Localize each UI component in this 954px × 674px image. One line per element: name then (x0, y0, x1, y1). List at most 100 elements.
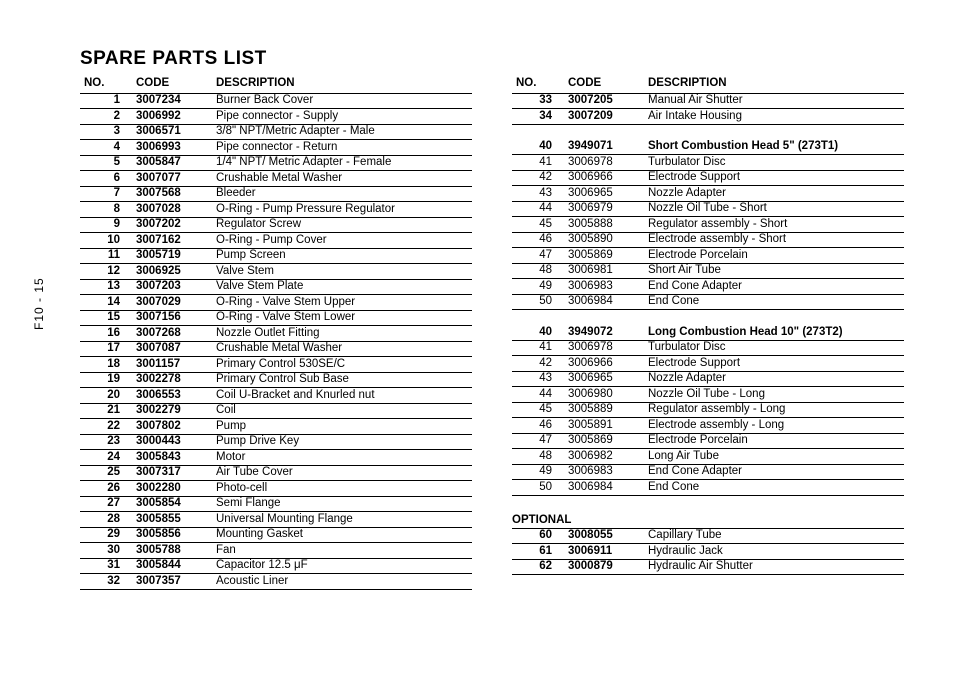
cell-desc: Universal Mounting Flange (212, 512, 472, 528)
cell-desc: Air Tube Cover (212, 465, 472, 481)
cell-no: 9 (80, 217, 132, 233)
gap-row (512, 310, 904, 326)
gap-row (512, 495, 904, 511)
cell-desc: Photo-cell (212, 481, 472, 497)
cell-desc: Pump Drive Key (212, 434, 472, 450)
cell-desc: Turbulator Disc (644, 340, 904, 356)
cell-code: 3005869 (564, 248, 644, 264)
cell-code: 3006978 (564, 155, 644, 171)
cell-no: 48 (512, 449, 564, 465)
cell-desc: Manual Air Shutter (644, 93, 904, 109)
cell-code: 3006553 (132, 388, 212, 404)
table-row: 503006984End Cone (512, 294, 904, 310)
table-row: 173007087Crushable Metal Washer (80, 341, 472, 357)
table-row: 623000879Hydraulic Air Shutter (512, 559, 904, 575)
cell-no: 8 (80, 202, 132, 218)
col-header-code: CODE (564, 76, 644, 93)
cell-desc: End Cone (644, 294, 904, 310)
cell-desc: Primary Control 530SE/C (212, 357, 472, 373)
cell-code: 3006992 (132, 109, 212, 125)
cell-desc: Electrode assembly - Long (644, 418, 904, 434)
cell-code: 3007234 (132, 93, 212, 109)
cell-code: 3000443 (132, 434, 212, 450)
table-row: 253007317Air Tube Cover (80, 465, 472, 481)
table-row: 463005890Electrode assembly - Short (512, 232, 904, 248)
table-row: 223007802Pump (80, 419, 472, 435)
cell-code: 3006984 (564, 294, 644, 310)
cell-no: 47 (512, 248, 564, 264)
table-row: 83007028O-Ring - Pump Pressure Regulator (80, 202, 472, 218)
cell-desc: Pump (212, 419, 472, 435)
cell-no: 45 (512, 217, 564, 233)
gap-row (512, 124, 904, 140)
table-row: 443006979Nozzle Oil Tube - Short (512, 201, 904, 217)
right-table: NO. CODE DESCRIPTION 333007205Manual Air… (512, 76, 904, 575)
cell-no: 2 (80, 109, 132, 125)
cell-code: 3005847 (132, 155, 212, 171)
cell-no: 31 (80, 558, 132, 574)
right-column: NO. CODE DESCRIPTION 333007205Manual Air… (512, 76, 904, 590)
cell-no: 60 (512, 528, 564, 544)
cell-no: 45 (512, 402, 564, 418)
cell-no: 19 (80, 372, 132, 388)
cell-code: 3007156 (132, 310, 212, 326)
cell-no: 46 (512, 418, 564, 434)
cell-desc: Coil (212, 403, 472, 419)
cell-desc: Bleeder (212, 186, 472, 202)
cell-code: 3002278 (132, 372, 212, 388)
cell-no: 21 (80, 403, 132, 419)
cell-code: 3005869 (564, 433, 644, 449)
cell-code: 3006965 (564, 186, 644, 202)
cell-desc: Electrode Porcelain (644, 248, 904, 264)
cell-code: 3005891 (564, 418, 644, 434)
cell-desc: Nozzle Adapter (644, 371, 904, 387)
table-row: 413006978Turbulator Disc (512, 155, 904, 171)
cell-code: 3007802 (132, 419, 212, 435)
table-row: 133007203Valve Stem Plate (80, 279, 472, 295)
cell-no: 14 (80, 295, 132, 311)
table-row: 243005843Motor (80, 450, 472, 466)
table-row: 503006984End Cone (512, 480, 904, 496)
table-row: 530058471/4" NPT/ Metric Adapter - Femal… (80, 155, 472, 171)
cell-no: 41 (512, 340, 564, 356)
cell-code: 3007268 (132, 326, 212, 342)
cell-code: 3949071 (564, 140, 644, 155)
table-row: 493006983End Cone Adapter (512, 279, 904, 295)
cell-no: 62 (512, 559, 564, 575)
cell-code: 3007162 (132, 233, 212, 249)
cell-code: 3007357 (132, 574, 212, 590)
cell-no: 11 (80, 248, 132, 264)
cell-desc: Regulator Screw (212, 217, 472, 233)
cell-no: 28 (80, 512, 132, 528)
cell-code: 3005856 (132, 527, 212, 543)
cell-no: 43 (512, 371, 564, 387)
cell-desc: Motor (212, 450, 472, 466)
cell-no: 5 (80, 155, 132, 171)
table-row: 603008055Capillary Tube (512, 528, 904, 544)
cell-desc: Capillary Tube (644, 528, 904, 544)
cell-code: 3005854 (132, 496, 212, 512)
cell-code: 3006966 (564, 170, 644, 186)
cell-code: 3006980 (564, 387, 644, 403)
page-title: SPARE PARTS LIST (80, 48, 904, 70)
table-row: 113005719Pump Screen (80, 248, 472, 264)
cell-no: 12 (80, 264, 132, 280)
table-row: 193002278Primary Control Sub Base (80, 372, 472, 388)
table-row: 273005854Semi Flange (80, 496, 472, 512)
cell-desc: Primary Control Sub Base (212, 372, 472, 388)
col-header-no: NO. (512, 76, 564, 93)
cell-desc: Valve Stem Plate (212, 279, 472, 295)
cell-desc: Hydraulic Air Shutter (644, 559, 904, 575)
cell-code: 3006982 (564, 449, 644, 465)
table-row: 613006911Hydraulic Jack (512, 544, 904, 560)
table-row: 123006925Valve Stem (80, 264, 472, 280)
cell-no: 48 (512, 263, 564, 279)
optional-header-row: OPTIONAL (512, 511, 904, 529)
cell-code: 3005788 (132, 543, 212, 559)
page: F10 - 15 SPARE PARTS LIST NO. CODE DESCR… (0, 0, 954, 674)
cell-desc: Crushable Metal Washer (212, 341, 472, 357)
table-row: 433006965Nozzle Adapter (512, 186, 904, 202)
cell-code: 3007087 (132, 341, 212, 357)
cell-no: 16 (80, 326, 132, 342)
cell-no: 1 (80, 93, 132, 109)
